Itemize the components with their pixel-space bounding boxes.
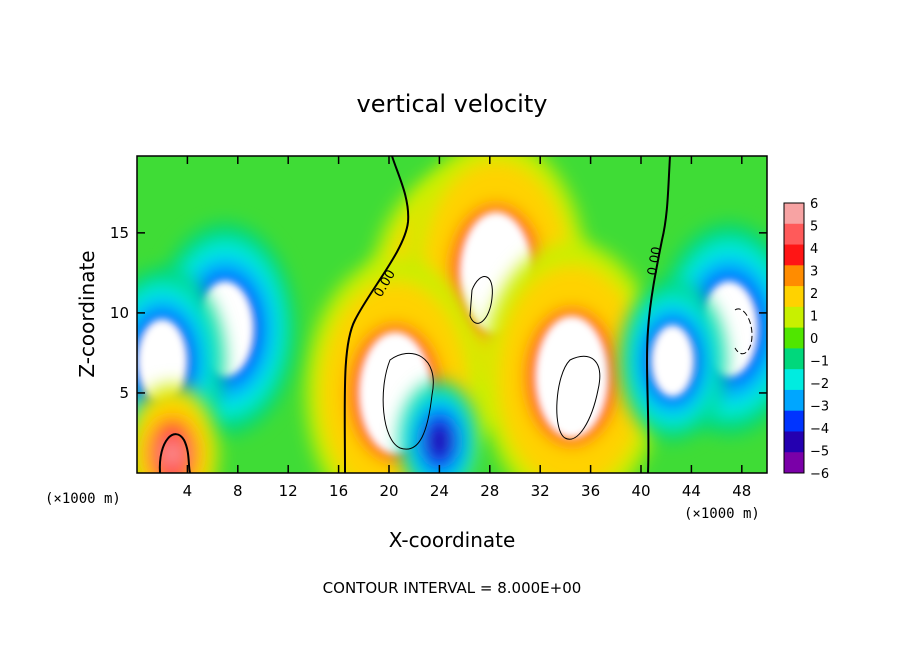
x-unit-note-right: (×1000 m)	[684, 506, 760, 522]
colorbar-label-10: −4	[810, 422, 829, 437]
colorbar-label-2: 4	[810, 242, 818, 257]
zero-contour-left	[343, 155, 410, 474]
colorbar: 6 5 4 3 2 1 0 −1 −2 −3 −4 −5 −6	[783, 197, 829, 482]
x-tick-label-24: 24	[430, 482, 449, 500]
colorbar-label-4: 2	[810, 287, 818, 302]
contour-downdraft-right	[734, 308, 753, 355]
feature-core-7	[650, 324, 695, 397]
feature-core-3	[535, 315, 609, 439]
zero-contour-right	[646, 155, 671, 474]
x-tick-label-44: 44	[682, 482, 701, 500]
field-features	[137, 156, 767, 473]
plot-frame	[136, 155, 768, 474]
contour-updraft-core-3	[556, 355, 601, 440]
chart-title: vertical velocity	[357, 90, 548, 118]
x-tick-label-12: 12	[279, 482, 298, 500]
colorbar-swatch-7	[784, 348, 804, 370]
colorbar-swatch-12	[784, 452, 804, 474]
feature-updraft-9	[137, 384, 219, 473]
x-tick-label-20: 20	[379, 482, 398, 500]
plot-area	[137, 156, 767, 473]
colorbar-label-0: 6	[810, 197, 818, 212]
colorbar-swatch-2	[784, 244, 804, 266]
colorbar-swatch-0	[784, 203, 804, 225]
x-axis: 4 8 12 16 20 24 28 32 36 40 44 48	[183, 156, 751, 500]
x-tick-label-32: 32	[531, 482, 550, 500]
x-tick-label-36: 36	[581, 482, 600, 500]
x-tick-label-40: 40	[631, 482, 650, 500]
colorbar-swatch-4	[784, 286, 804, 308]
contour-downdraft-left	[158, 433, 191, 474]
colorbar-label-3: 3	[810, 265, 818, 280]
feature-core-5	[137, 318, 188, 403]
x-tick-label-16: 16	[329, 482, 348, 500]
colorbar-swatch-6	[784, 327, 804, 349]
colorbar-label-8: −2	[810, 377, 829, 392]
x-tick-label-4: 4	[183, 482, 193, 500]
x-unit-note-left: (×1000 m)	[45, 491, 121, 507]
colorbar-swatch-11	[784, 431, 804, 453]
colorbar-label-5: 1	[810, 310, 818, 325]
colorbar-swatch-3	[784, 265, 804, 287]
y-axis: 5 10 15	[110, 224, 767, 402]
colorbar-label-11: −5	[810, 445, 829, 460]
colorbar-frame	[783, 202, 805, 474]
colorbar-label-12: −6	[810, 467, 829, 482]
colorbar-swatch-9	[784, 389, 804, 412]
contour-updraft-core-1	[469, 276, 493, 324]
zero-contour-lines	[158, 155, 753, 474]
colorbar-label-6: 0	[810, 332, 818, 347]
contour-label-right: 0.00	[645, 246, 665, 277]
x-tick-label-8: 8	[233, 482, 243, 500]
contour-updraft-core-2	[382, 352, 434, 450]
contour-interval-footer: CONTOUR INTERVAL = 8.000E+00	[323, 579, 582, 597]
colorbar-label-1: 5	[810, 220, 818, 235]
x-tick-label-28: 28	[480, 482, 499, 500]
y-tick-label-15: 15	[110, 224, 129, 242]
y-tick-label-5: 5	[119, 384, 129, 402]
colorbar-swatch-10	[784, 410, 804, 432]
colorbar-swatch-5	[784, 306, 804, 329]
x-axis-label: X-coordinate	[389, 528, 516, 552]
feature-downdraft-8	[399, 381, 479, 473]
colorbar-label-7: −1	[810, 355, 829, 370]
y-tick-label-10: 10	[110, 304, 129, 322]
colorbar-label-9: −3	[810, 400, 829, 415]
colorbar-swatch-1	[784, 223, 804, 246]
x-tick-label-48: 48	[732, 482, 751, 500]
colorbar-swatch-8	[784, 369, 804, 391]
y-axis-label: Z-coordinate	[75, 250, 99, 377]
